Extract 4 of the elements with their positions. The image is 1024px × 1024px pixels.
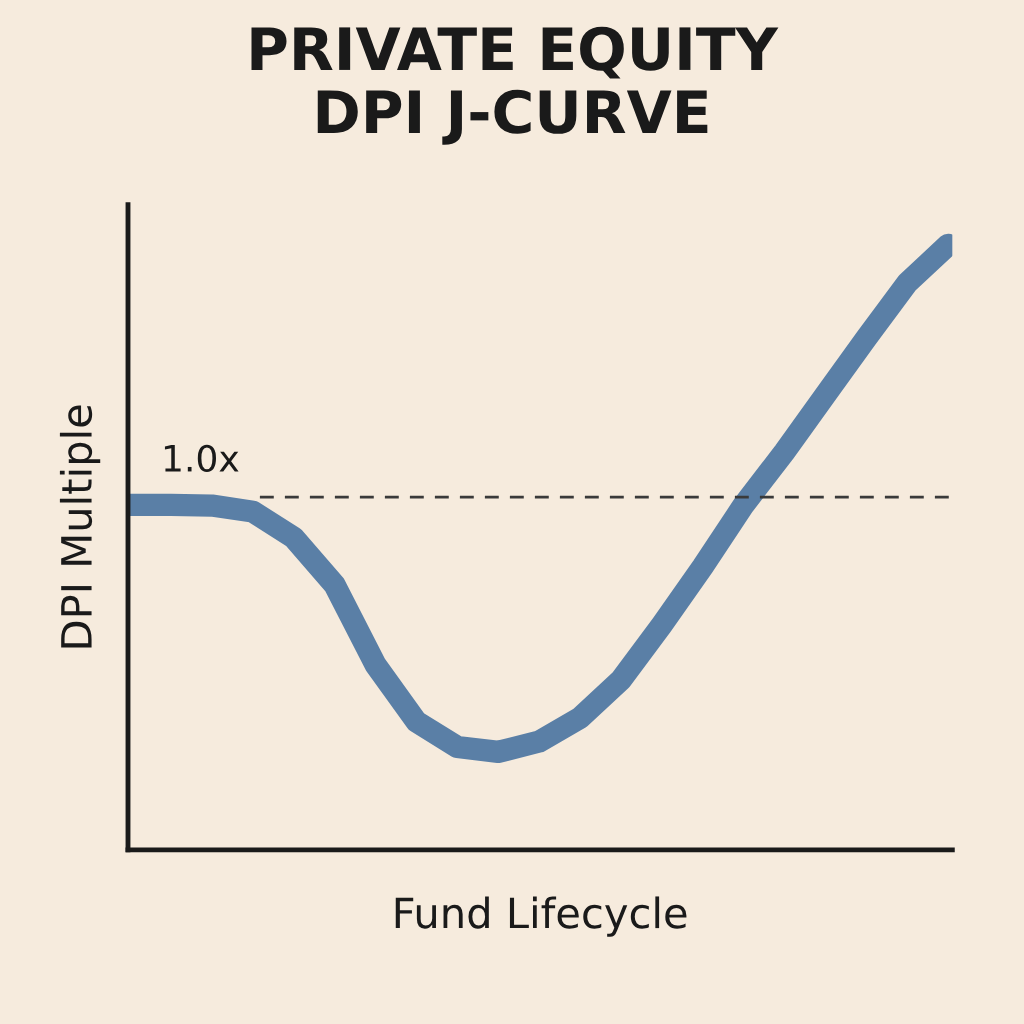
- chart-title: PRIVATE EQUITY DPI J-CURVE: [251, 26, 779, 145]
- x-axis-title: Fund Lifecycle: [395, 896, 687, 937]
- y-axis-title: DPI Multiple: [59, 405, 101, 648]
- ref-line-label: 1.0x: [164, 444, 239, 472]
